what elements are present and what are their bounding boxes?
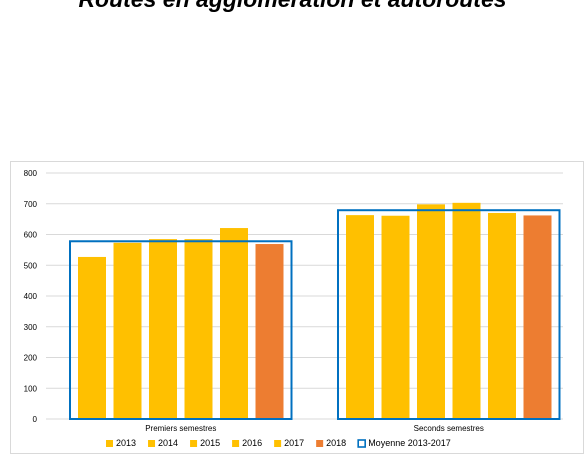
bar-2018-2 [523, 215, 552, 419]
legend-label-average: Moyenne 2013-2017 [368, 438, 451, 448]
bar-2016-2 [452, 202, 481, 419]
y-tick-label-200: 200 [24, 354, 38, 363]
bar-2015-2 [417, 204, 445, 419]
legend-label-2016: 2016 [242, 438, 262, 448]
category-label-1: Premiers semestres [145, 424, 216, 433]
y-tick-label-700: 700 [24, 200, 38, 209]
legend-swatch-2014 [148, 440, 156, 447]
legend-swatch-2016 [232, 440, 240, 447]
bar-2014-2 [381, 215, 410, 419]
category-label-2: Seconds semestres [414, 424, 484, 433]
y-tick-label-300: 300 [24, 323, 38, 332]
average-box-1 [69, 240, 293, 420]
bar-2013-2 [346, 215, 374, 419]
y-tick-label-500: 500 [24, 261, 38, 270]
y-tick-label-100: 100 [24, 384, 38, 393]
bar-2013-1 [78, 256, 106, 419]
average-box-2 [337, 209, 561, 420]
legend-swatch-2018 [316, 440, 324, 447]
chart-title: Routes en agglomération et autoroutes [0, 0, 585, 13]
legend-swatch-average [357, 439, 366, 448]
bar-2016-1 [184, 239, 213, 419]
bar-2015-1 [149, 239, 177, 419]
legend-label-2015: 2015 [200, 438, 220, 448]
legend-swatch-2013 [106, 440, 113, 447]
legend-swatch-2015 [190, 440, 198, 447]
bar-2017-1 [220, 228, 248, 419]
legend-label-2014: 2014 [158, 438, 178, 448]
bar-2017-2 [488, 212, 516, 419]
chart-area [10, 161, 584, 454]
bar-2018-1 [255, 244, 284, 419]
y-tick-label-600: 600 [24, 231, 38, 240]
y-tick-label-800: 800 [24, 169, 38, 178]
y-tick-label-0: 0 [33, 415, 38, 424]
legend-label-2017: 2017 [284, 438, 304, 448]
legend-label-2013: 2013 [116, 438, 136, 448]
y-tick-label-400: 400 [24, 292, 38, 301]
legend-swatch-2017 [274, 440, 282, 447]
legend-label-2018: 2018 [326, 438, 346, 448]
bar-2014-1 [113, 242, 142, 419]
